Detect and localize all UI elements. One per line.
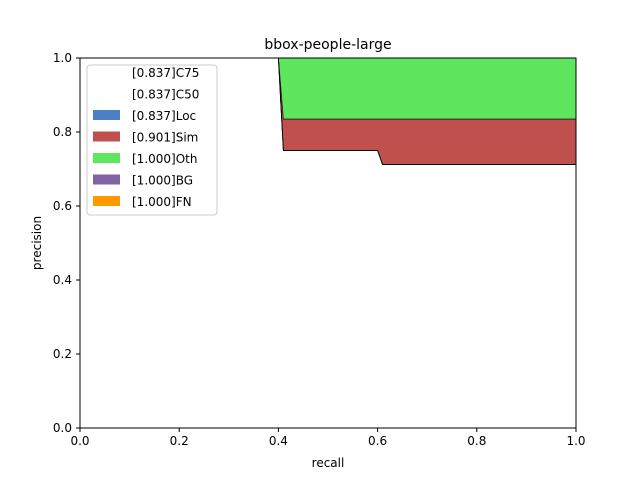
y-axis-label: precision <box>30 216 44 270</box>
y-tick-label-5: 1.0 <box>53 51 72 65</box>
x-tick-label-5: 1.0 <box>566 434 585 448</box>
plot-frame <box>79 57 577 429</box>
y-tick-label-0: 0.0 <box>53 421 72 435</box>
x-tick-label-3: 0.6 <box>368 434 387 448</box>
legend-swatch-0 <box>93 67 120 77</box>
x-axis-label: recall <box>312 456 345 470</box>
x-tick-label-1: 0.2 <box>170 434 189 448</box>
x-tick-label-2: 0.4 <box>269 434 288 448</box>
legend-label-0: [0.837]C75 <box>132 66 199 80</box>
legend-swatch-3 <box>93 131 120 142</box>
chart-title: bbox-people-large <box>264 37 391 53</box>
legend-label-4: [1.000]Oth <box>132 152 197 166</box>
legend: [0.837]C75 [0.837]C50 [0.837]Loc [0.901]Sim… <box>86 64 218 216</box>
legend-label-6: [1.000]FN <box>132 195 192 209</box>
y-tick-label-4: 0.8 <box>53 125 72 139</box>
y-tick-label-1: 0.2 <box>53 347 72 361</box>
x-tick-label-4: 0.8 <box>467 434 486 448</box>
legend-swatch-1 <box>93 88 120 99</box>
legend-label-1: [0.837]C50 <box>132 88 199 102</box>
legend-label-2: [0.837]Loc <box>132 109 196 123</box>
legend-label-3: [0.901]Sim <box>132 131 198 145</box>
legend-swatch-4 <box>93 153 120 163</box>
y-axis-ticks: 0.0 0.2 0.4 0.6 0.8 1.0 <box>53 51 80 435</box>
y-tick-label-3: 0.6 <box>53 199 72 213</box>
legend-label-5: [1.000]BG <box>132 174 193 188</box>
legend-swatch-5 <box>93 174 120 185</box>
x-tick-label-0: 0.0 <box>70 434 89 448</box>
legend-swatch-6 <box>93 196 120 206</box>
y-tick-label-2: 0.4 <box>53 273 72 287</box>
legend-swatch-2 <box>93 110 120 120</box>
x-axis-ticks: 0.0 0.2 0.4 0.6 0.8 1.0 <box>70 428 586 448</box>
